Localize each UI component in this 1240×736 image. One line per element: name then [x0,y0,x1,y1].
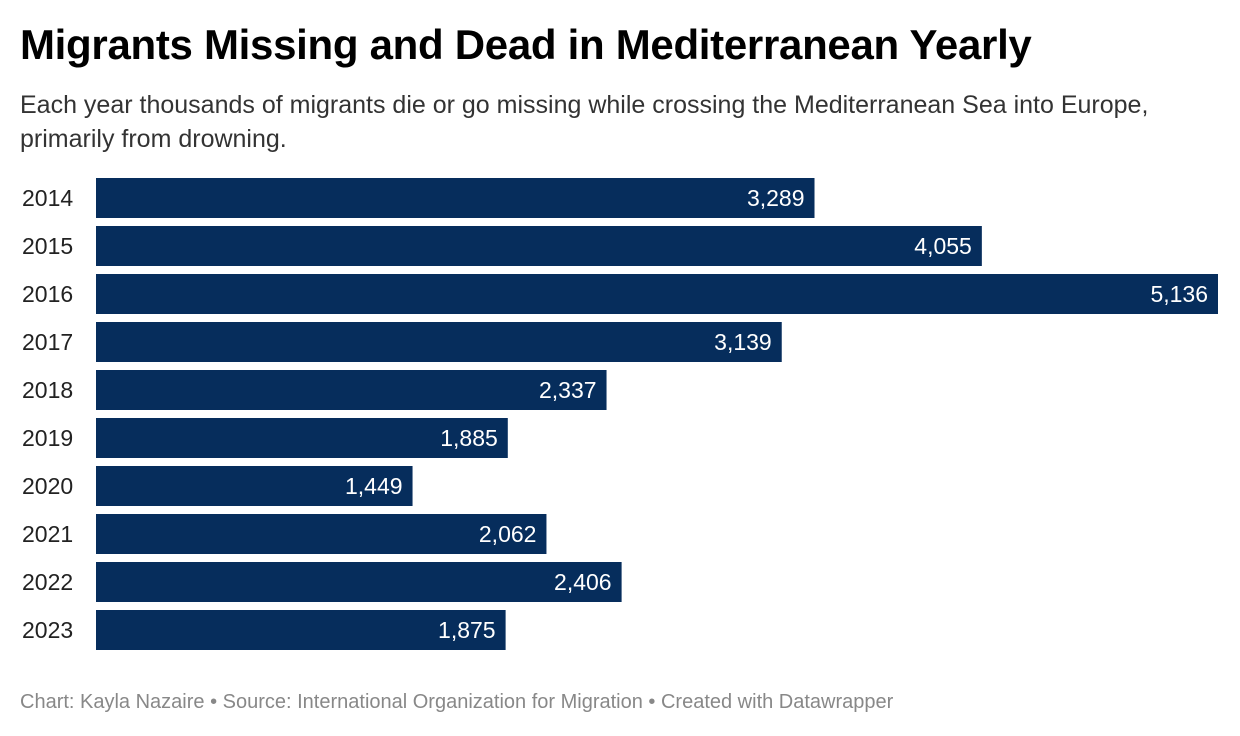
bar [96,418,508,458]
bar [96,610,506,650]
category-label: 2020 [22,473,73,499]
category-label: 2016 [22,281,73,307]
bar-value-label: 3,289 [747,185,805,211]
category-label: 2021 [22,521,73,547]
bar-value-label: 2,406 [554,569,612,595]
bar-value-label: 2,062 [479,521,537,547]
bar-value-label: 4,055 [914,233,972,259]
category-label: 2017 [22,329,73,355]
bar-value-label: 3,139 [714,329,772,355]
chart-title: Migrants Missing and Dead in Mediterrane… [20,21,1032,68]
bar [96,226,982,266]
bar-value-label: 1,885 [440,425,498,451]
bar-value-label: 1,875 [438,617,496,643]
bar-value-label: 1,449 [345,473,403,499]
bar-row-2017: 2017 3,139 [22,322,782,362]
bar-row-2020: 2020 1,449 [22,466,413,506]
bar [96,274,1218,314]
bar-row-2021: 2021 2,062 [22,514,547,554]
bar-row-2014: 2014 3,289 [22,178,815,218]
category-label: 2018 [22,377,73,403]
bar-row-2022: 2022 2,406 [22,562,622,602]
bar-row-2016: 2016 5,136 [22,274,1218,314]
chart-footer: Chart: Kayla Nazaire • Source: Internati… [20,691,894,713]
category-label: 2023 [22,617,73,643]
bar-row-2018: 2018 2,337 [22,370,607,410]
bar [96,562,622,602]
bar-row-2015: 2015 4,055 [22,226,982,266]
bar-value-label: 5,136 [1150,281,1208,307]
bar-chart: 2014 3,289 2015 4,055 2016 5,136 2017 3,139 2018… [22,178,1218,650]
bar [96,466,413,506]
bar [96,370,607,410]
bar-row-2023: 2023 1,875 [22,610,506,650]
category-label: 2014 [22,185,73,211]
bar [96,514,547,554]
category-label: 2015 [22,233,73,259]
bar-row-2019: 2019 1,885 [22,418,508,458]
bar [96,322,782,362]
bar-value-label: 2,337 [539,377,597,403]
category-label: 2019 [22,425,73,451]
chart-subtitle: Each year thousands of migrants die or g… [20,91,1149,153]
bar [96,178,815,218]
category-label: 2022 [22,569,73,595]
